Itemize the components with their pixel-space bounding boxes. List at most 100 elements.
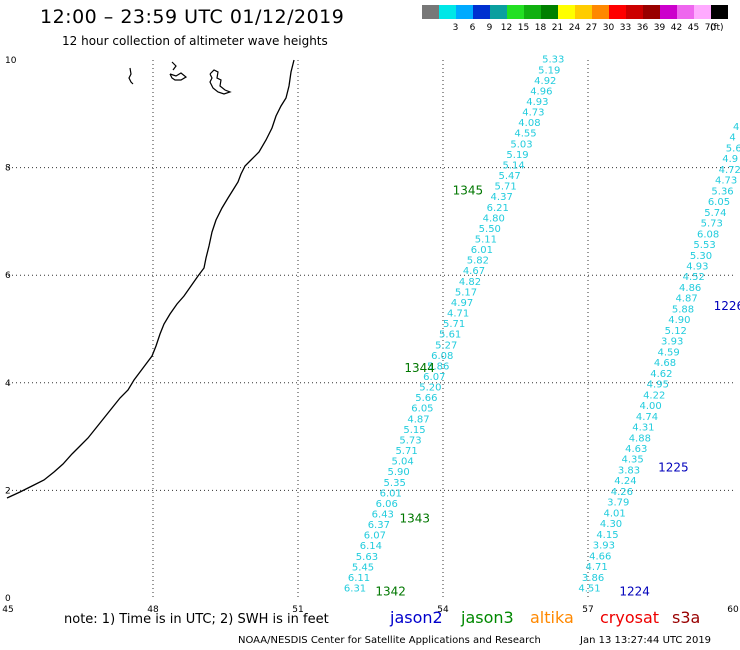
- wave-height-value: 4.71: [586, 562, 608, 573]
- scale-unit-label: (ft): [710, 23, 724, 33]
- pass-labels: 1342 1343 1344 1345 1224 1225 1226: [375, 184, 740, 599]
- scale-tick-label: 6: [469, 23, 476, 33]
- wave-height-value: 6.37: [368, 520, 390, 531]
- island-1: [128, 67, 134, 85]
- map-title: 12:00 – 23:59 UTC 01/12/2019: [40, 6, 345, 28]
- scale-tick-label: 24: [568, 23, 581, 33]
- satellite-legend-cryosat: cryosat: [600, 608, 660, 627]
- pass-time-label: 1224: [619, 584, 650, 598]
- wave-height-value: 6.31: [344, 584, 366, 595]
- x-tick-label: 57: [582, 605, 593, 615]
- scale-swatch: [592, 5, 609, 19]
- satellite-legend-altika: altika: [530, 608, 574, 627]
- wave-height-value: 4.80: [483, 213, 505, 224]
- pass-time-label: 1343: [400, 512, 431, 526]
- scale-swatch: [507, 5, 524, 19]
- wave-height-value: 4.92: [534, 76, 556, 87]
- wave-height-value: 6.43: [372, 510, 394, 521]
- wave-height-value: 4.87: [407, 414, 429, 425]
- wave-height-value: 4.66: [589, 551, 611, 562]
- y-tick-label: 0: [5, 594, 11, 604]
- credit-line: NOAA/NESDIS Center for Satellite Applica…: [238, 635, 541, 646]
- wave-height-value: 5.36: [711, 186, 733, 197]
- wave-height-value: 5.15: [403, 425, 425, 436]
- wave-height-value: 4.88: [629, 433, 651, 444]
- scale-tick-label: 45: [687, 23, 700, 33]
- units-note: note: 1) Time is in UTC; 2) SWH is in fe…: [64, 612, 329, 627]
- wave-height-value: 4.08: [518, 118, 540, 129]
- wave-height-value: 5.73: [399, 435, 421, 446]
- wave-height-value: 4.73: [715, 176, 737, 187]
- pass-time-label: 1342: [375, 584, 406, 598]
- wave-height-value: 4.24: [614, 476, 636, 487]
- wave-height-value: 5.35: [384, 478, 406, 489]
- wave-height-value: 3.93: [661, 337, 683, 348]
- scale-swatch: [439, 5, 456, 19]
- wave-height-value: 4.37: [491, 192, 513, 203]
- scale-tick-label: 33: [619, 23, 632, 33]
- pass-time-label: 1345: [453, 184, 484, 198]
- wave-height-value: 6.05: [411, 404, 433, 415]
- wave-height-value: 4.73: [522, 108, 544, 119]
- wave-height-value: 6.01: [471, 245, 493, 256]
- wave-height-value: 4.87: [675, 294, 697, 305]
- wave-height-value: 5.47: [498, 171, 520, 182]
- wave-height-value: 5.19: [506, 150, 528, 161]
- island-3: [209, 69, 232, 95]
- wave-height-value: 6.21: [487, 203, 509, 214]
- map-subtitle: 12 hour collection of altimeter wave hei…: [62, 34, 328, 48]
- wave-height-value: 4.68: [654, 358, 676, 369]
- scale-swatch: [456, 5, 473, 19]
- wave-height-value: 3.86: [582, 573, 604, 584]
- wave-height-value: 6.01: [380, 488, 402, 499]
- wave-height-value: 5.90: [388, 467, 410, 478]
- wave-height-value: 4.55: [514, 129, 536, 140]
- wave-height-value: 4.72: [719, 165, 740, 176]
- wave-height-value: 5.20: [419, 383, 441, 394]
- x-tick-label: 60: [727, 605, 739, 615]
- generation-timestamp: Jan 13 13:27:44 UTC 2019: [580, 635, 712, 646]
- wave-height-value: 5.71: [443, 319, 465, 330]
- scale-tick-label: 36: [636, 23, 649, 33]
- wave-height-value: 4: [729, 133, 735, 144]
- wave-height-value: 4.93: [686, 261, 708, 272]
- scale-swatch: [660, 5, 677, 19]
- satellite-legend-s3a: s3a: [672, 608, 701, 627]
- wave-height-value: 4.86: [679, 283, 701, 294]
- scale-tick-label: 18: [534, 23, 547, 33]
- wave-height-value: 4.15: [596, 530, 618, 541]
- wave-height-value: 4.93: [526, 97, 548, 108]
- scale-tick-label: 15: [517, 23, 530, 33]
- wave-height-value: 5.04: [391, 457, 413, 468]
- x-tick-label: 48: [147, 605, 159, 615]
- wave-height-value: 5.6: [726, 143, 740, 154]
- scale-swatch: [694, 5, 711, 19]
- wave-height-values: 6.316.115.455.636.146.076.376.436.066.01…: [344, 55, 740, 595]
- wave-height-value: 4.26: [611, 487, 633, 498]
- wave-height-value: 4.74: [636, 412, 658, 423]
- wave-height-value: 5.14: [502, 160, 524, 171]
- y-tick-label: 8: [5, 164, 11, 174]
- scale-tick-label: 21: [551, 23, 564, 33]
- wave-height-value: 5.86: [427, 361, 449, 372]
- wave-height-value: 5.33: [542, 55, 564, 66]
- wave-height-value: 4.01: [604, 508, 626, 519]
- coastline-path: [6, 59, 295, 499]
- wave-height-value: 4.82: [459, 277, 481, 288]
- wave-height-value: 6.07: [364, 531, 386, 542]
- pass-time-label: 1344: [404, 361, 435, 375]
- scale-tick-label: 39: [653, 23, 666, 33]
- x-tick-label: 51: [292, 605, 303, 615]
- x-tick-label: 45: [2, 605, 13, 615]
- satellite-legend-jason2: jason2: [390, 608, 443, 627]
- scale-tick-label: 3: [452, 23, 459, 33]
- scale-swatch: [711, 5, 728, 19]
- wave-height-value: 4.95: [647, 380, 669, 391]
- wave-height-value: 6.08: [431, 351, 453, 362]
- wave-height-value: 5.17: [455, 287, 477, 298]
- wave-height-value: 5.50: [479, 224, 501, 235]
- wave-height-value: 5.88: [672, 304, 694, 315]
- wave-height-value: 5.82: [467, 256, 489, 267]
- wave-height-value: 5.71: [495, 182, 517, 193]
